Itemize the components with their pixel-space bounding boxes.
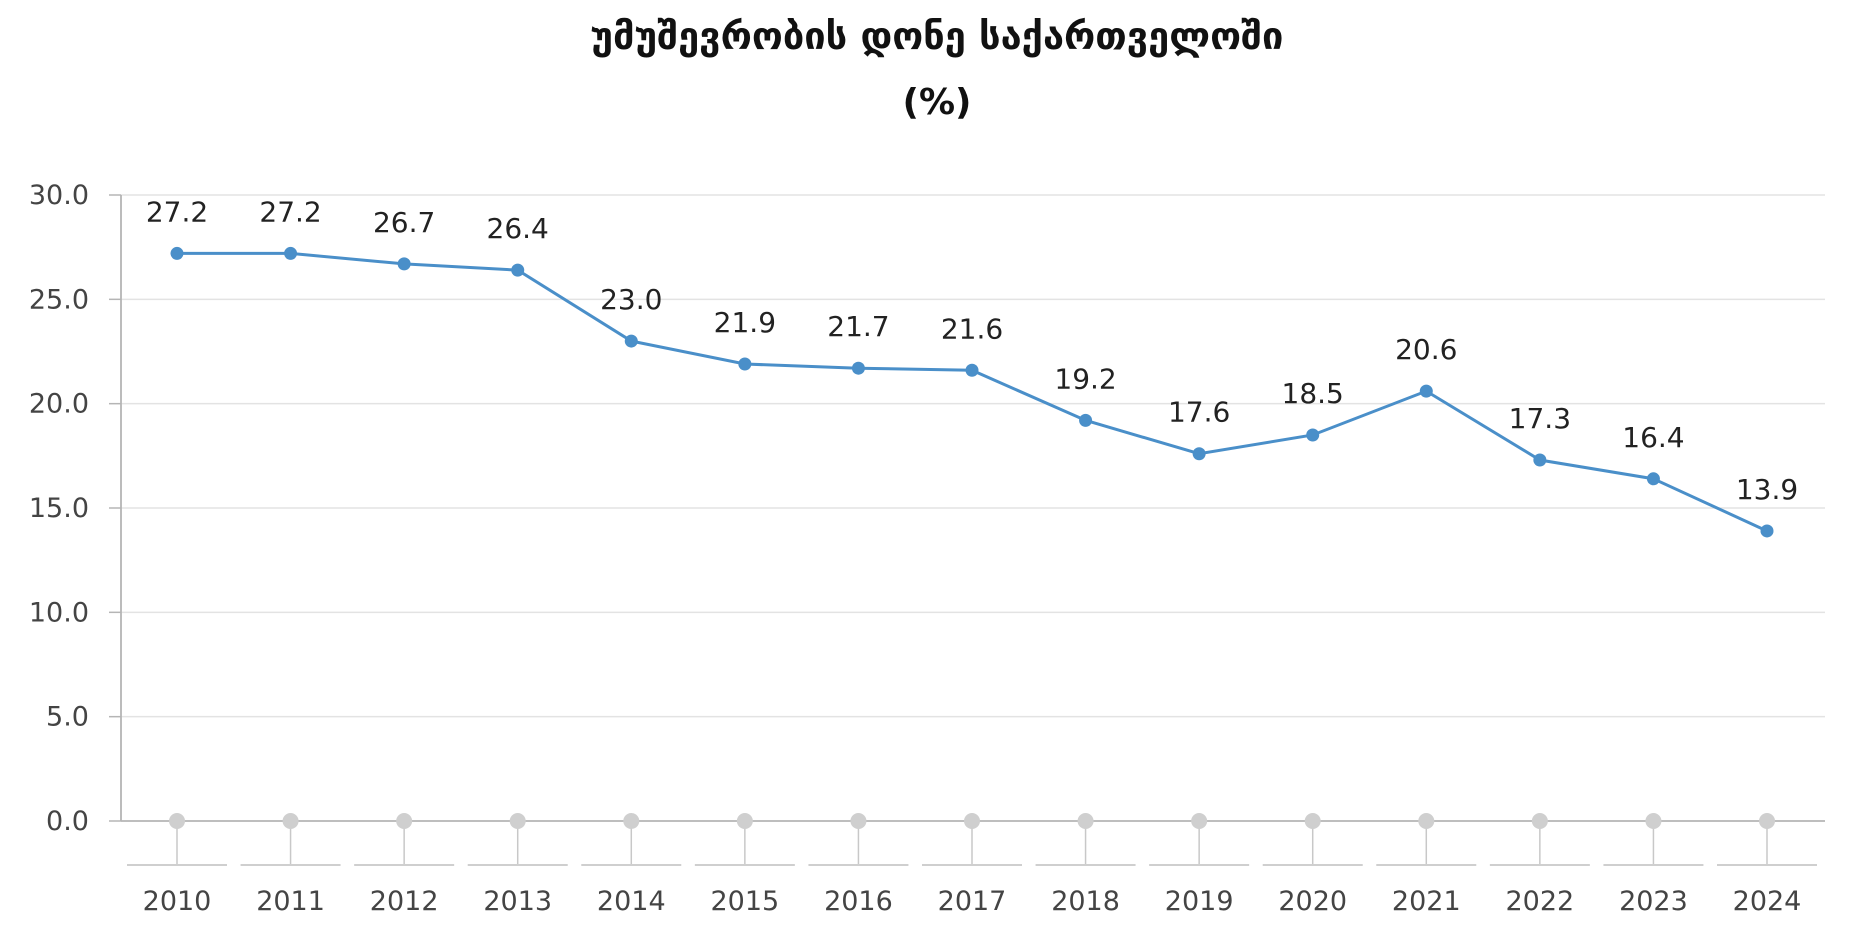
series-line-group (170, 246, 1774, 538)
baseline-marker (396, 813, 413, 829)
data-label: 21.9 (714, 306, 776, 339)
x-tick-labels: 2010 2011 2012 2013 2014 2015 2016 2017 2018 2019… (143, 886, 1802, 917)
data-point (1079, 413, 1093, 427)
data-point (397, 257, 411, 271)
data-labels: 27.2 27.2 26.7 26.4 23.0 21.9 21.7 21.6 19.2 17.6… (146, 195, 1798, 506)
y-tick-label: 5.0 (46, 702, 89, 733)
x-tick-label: 2024 (1733, 886, 1802, 917)
data-point (284, 246, 298, 260)
data-point (851, 361, 865, 375)
baseline-marker (736, 813, 753, 829)
data-point (1760, 524, 1774, 538)
x-tick-label: 2019 (1165, 886, 1234, 917)
baseline-marker (169, 813, 185, 829)
data-point (170, 246, 184, 260)
data-point (1646, 472, 1660, 486)
data-label: 17.3 (1509, 402, 1571, 435)
data-label: 21.7 (827, 310, 889, 343)
y-tick-label: 30.0 (29, 180, 89, 211)
x-tick-label: 2016 (824, 886, 893, 917)
y-tick-label: 0.0 (46, 806, 89, 837)
x-tick-label: 2013 (483, 886, 552, 917)
baseline-marker (282, 813, 299, 829)
x-tick-label: 2010 (143, 886, 212, 917)
x-tick-label: 2022 (1505, 886, 1574, 917)
x-tick-label: 2015 (710, 886, 779, 917)
data-point (624, 334, 638, 348)
baseline-marker (1418, 813, 1435, 829)
baseline-marker (509, 813, 526, 829)
data-label: 23.0 (600, 283, 662, 316)
baseline-marker (964, 813, 980, 829)
chart-subtitle: (%) (902, 82, 972, 123)
x-tick-label: 2023 (1619, 886, 1688, 917)
data-label: 26.4 (487, 212, 549, 245)
data-label: 18.5 (1282, 377, 1344, 410)
baseline-marker (1304, 813, 1321, 829)
data-point (1533, 453, 1547, 467)
data-label: 17.6 (1168, 396, 1230, 429)
baseline-marker (1077, 813, 1094, 829)
data-label: 20.6 (1395, 333, 1457, 366)
data-label: 26.7 (373, 206, 435, 239)
baseline-marker (1759, 813, 1775, 829)
data-point (738, 357, 752, 371)
data-label: 21.6 (941, 312, 1003, 345)
baseline-marker (1645, 813, 1662, 829)
data-point (1192, 447, 1206, 461)
y-tick-label: 20.0 (29, 389, 89, 420)
y-tick-label: 10.0 (29, 597, 89, 628)
x-tick-label: 2017 (938, 886, 1007, 917)
x-tick-label: 2014 (597, 886, 666, 917)
data-point (965, 363, 979, 377)
data-label: 27.2 (259, 195, 321, 228)
data-label: 27.2 (146, 195, 208, 228)
y-tick-label: 25.0 (29, 284, 89, 315)
series-line (177, 251, 1768, 533)
x-tick-label: 2011 (256, 886, 325, 917)
data-point (1306, 428, 1320, 442)
data-label: 19.2 (1054, 362, 1116, 395)
y-tick-labels: 0.0 5.0 10.0 15.0 20.0 25.0 30.0 (29, 180, 89, 837)
data-point (511, 263, 525, 277)
baseline-marker (1191, 813, 1208, 829)
grid-lines (121, 194, 1825, 718)
axes (109, 194, 1825, 866)
x-tick-label: 2018 (1051, 886, 1120, 917)
baseline-marker (623, 813, 640, 829)
x-tick-label: 2020 (1278, 886, 1347, 917)
x-tick-label: 2021 (1392, 886, 1461, 917)
y-tick-label: 15.0 (29, 493, 89, 524)
data-label: 16.4 (1622, 421, 1684, 454)
baseline-marker (850, 813, 867, 829)
data-point (1419, 384, 1433, 398)
chart-title: უმუშევრობის დონე საქართველოში (590, 14, 1284, 58)
x-tick-label: 2012 (370, 886, 439, 917)
data-label: 13.9 (1736, 473, 1798, 506)
baseline-marker (1531, 813, 1548, 829)
